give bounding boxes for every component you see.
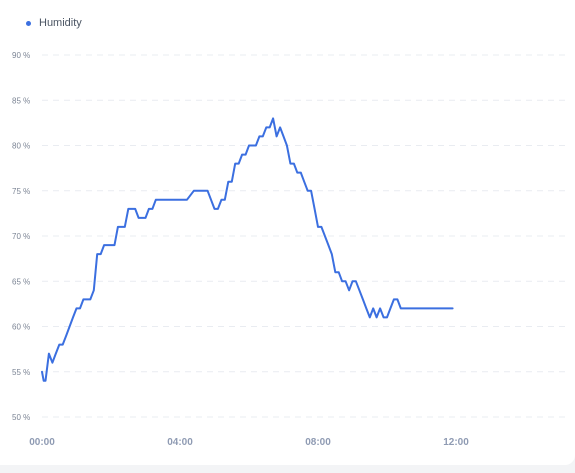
y-tick-label: 90 % [12,51,30,60]
x-tick-label: 04:00 [167,437,193,448]
y-tick-label: 75 % [12,187,30,196]
y-tick-label: 70 % [12,232,30,241]
series-group [41,117,454,382]
y-tick-label: 80 % [12,142,30,151]
x-tick-label: 08:00 [305,437,331,448]
x-tick-label: 00:00 [29,437,55,448]
y-axis: 90 % 85 % 80 % 75 % 70 % 65 % 60 % 55 % 50 % [12,51,30,422]
y-tick-label: 60 % [12,323,30,332]
y-tick-label: 50 % [12,413,30,422]
y-tick-label: 85 % [12,96,30,105]
chart-legend: Humidity [26,17,82,29]
legend-marker [26,20,31,26]
x-axis: 00:00 04:00 08:00 12:00 [29,437,469,448]
series-line-humidity[interactable] [41,117,454,382]
x-tick-label: 12:00 [443,437,469,448]
y-tick-label: 65 % [12,277,30,286]
grid-lines [42,54,567,418]
legend-label-humidity[interactable]: Humidity [39,17,82,29]
y-tick-label: 55 % [12,368,30,377]
